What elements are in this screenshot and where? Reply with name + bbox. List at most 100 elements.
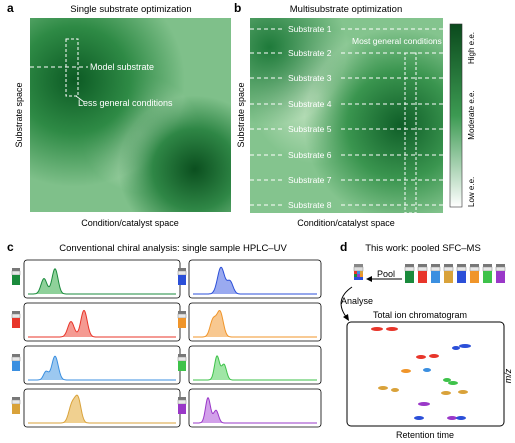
tic-spot [378,386,388,390]
sample-vial [496,271,505,283]
sample-vial [178,318,186,328]
vial-cap [178,397,186,400]
vial-neck [456,266,467,272]
vial-neck [443,266,454,272]
hplc-trace-frame [188,345,322,385]
tic-title: Total ion chromatogram [373,310,467,320]
hplc-trace [193,396,317,424]
tic-spot [441,391,451,395]
vial-cap [405,264,414,267]
model-substrate-label: Model substrate [90,62,154,72]
panel-b-letter: b [234,1,241,15]
tic-spot [448,381,458,385]
tic-spot [418,402,430,406]
colorbar [449,23,463,208]
vial-neck [11,313,21,319]
vial-neck [482,266,493,272]
vial-neck [11,399,21,405]
substrate-label: Substrate 7 [288,175,332,185]
substrate-label: Substrate 5 [288,124,332,134]
tic-spot [458,390,468,394]
sample-vial [470,271,479,283]
panel-b-ylabel: Substrate space [236,82,246,147]
tic-spot [452,346,460,350]
pool-label: Pool [377,269,395,279]
tic-spots [371,327,471,420]
vial-cap [457,264,466,267]
hplc-trace [193,309,317,338]
sample-vial [405,271,414,283]
tic-spot [429,354,439,358]
tic-spot [401,369,411,373]
hplc-peak-fill [193,267,317,294]
tic-spot [416,355,426,359]
heatmap-b [250,18,443,213]
hplc-peak-fill [193,355,317,380]
hplc-trace-frame [188,388,322,428]
panel-d-title: This work: pooled SFC–MS [365,243,481,254]
sample-vial [12,318,20,328]
vial-cap [178,311,186,314]
panel-a-ylabel: Substrate space [14,82,24,147]
panel-c-letter: c [7,240,14,254]
sample-vial [483,271,492,283]
tic-ylabel: m/z [503,368,513,383]
colorbar-high-label: High e.e. [467,32,476,64]
hplc-trace [28,394,176,424]
pooled-vials [404,264,506,283]
vial-neck [177,399,187,405]
analyse-label: Analyse [341,296,373,306]
tic-spot [459,344,471,348]
colorbar-moderate-label: Moderate e.e. [467,90,476,139]
hplc-trace-frame [188,302,322,342]
hplc-trace [28,268,176,295]
panel-a-letter: a [7,1,14,15]
most-general-box [404,52,417,214]
tic-spot [414,416,424,420]
hplc-peak-fill [28,268,176,294]
panel-d-letter: d [340,240,347,254]
substrate-lines: Substrate 1 Substrate 2 Substrate 3 Substra… [250,24,443,210]
hplc-peak-fill [28,356,176,380]
vial-cap [12,354,20,357]
hplc-traces [11,259,322,428]
sample-vial [12,361,20,371]
vial-cap [444,264,453,267]
vial-cap [178,354,186,357]
hplc-trace-frame [188,259,322,299]
vial-neck [469,266,480,272]
sample-vial [178,275,186,285]
tic-frame [346,321,505,427]
colorbar-low-label: Low e.e. [467,177,476,207]
vial-neck [177,313,187,319]
tic-spot [386,327,398,331]
vial-neck [430,266,441,272]
sample-vial [12,404,20,414]
hplc-peak-fill [193,397,317,423]
vial-cap [418,264,427,267]
sample-vial [431,271,440,283]
substrate-label: Substrate 8 [288,200,332,210]
tic-xlabel: Retention time [396,430,454,440]
vial-cap [483,264,492,267]
substrate-label: Substrate 3 [288,73,332,83]
hplc-peak-fill [193,310,317,337]
heatmap-a [30,18,231,212]
hplc-peak-fill [28,395,176,423]
vial-cap [496,264,505,267]
analyse-arrow [340,286,353,319]
vial-cap [12,268,20,271]
panel-c-title: Conventional chiral analysis: single sam… [59,243,287,254]
vial-neck [495,266,506,272]
substrate-label: Substrate 6 [288,150,332,160]
vial-cap [12,311,20,314]
vial-neck [11,270,21,276]
panel-b-xlabel: Condition/catalyst space [297,218,395,228]
hplc-trace [193,355,317,381]
vial-cap [178,268,186,271]
vial-neck [11,356,21,362]
substrate-label: Substrate 4 [288,99,332,109]
hplc-trace-frame [23,302,181,342]
tic-spot [391,388,399,392]
vial-neck [177,356,187,362]
